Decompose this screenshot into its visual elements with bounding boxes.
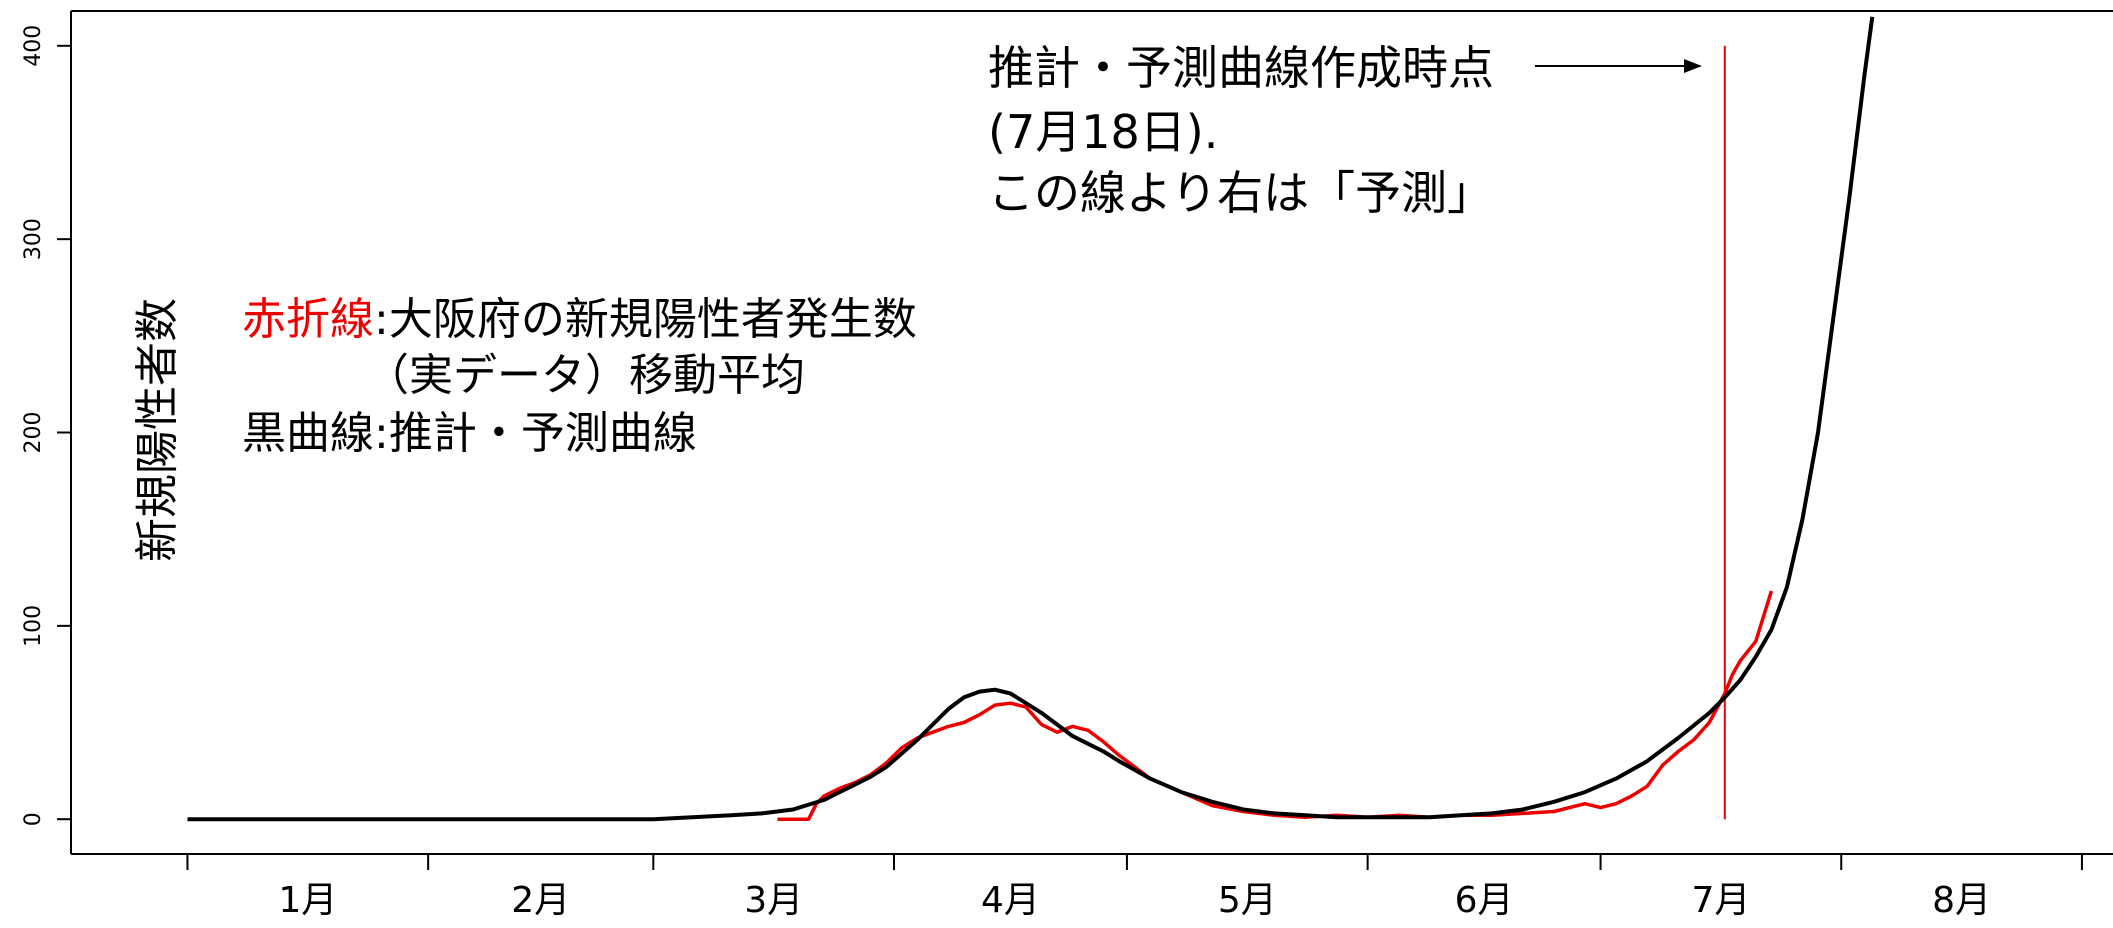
y-tick-label: 100 — [21, 605, 46, 647]
legend-red-key: 赤折線 — [242, 294, 374, 345]
x-axis-ticks: 1月 2月 3月 4月 5月 6月 7月 8月 — [186, 854, 2083, 921]
legend-red-desc: :大阪府の新規陽性者発生数 — [374, 294, 917, 345]
x-tick-label: 4月 — [981, 880, 1040, 921]
y-tick-label: 0 — [21, 812, 46, 826]
y-axis-label: 新規陽性者数 — [132, 298, 183, 562]
legend: 赤折線:大阪府の新規陽性者発生数 （実データ）移動平均 黒曲線:推計・予測曲線 — [242, 294, 917, 459]
legend-line3: 黒曲線:推計・予測曲線 — [242, 408, 697, 459]
legend-line1: 赤折線:大阪府の新規陽性者発生数 — [242, 294, 917, 345]
prediction-annotation: 推計・予測曲線作成時点 (7月18日). この線より右は「予測」 — [988, 41, 1702, 220]
series-line-fitted-black — [187, 16, 1875, 822]
series-layer — [187, 16, 1875, 822]
y-tick-label: 200 — [21, 412, 46, 454]
y-axis-ticks: 0 100 200 300 400 — [21, 25, 71, 826]
y-tick-label: 400 — [21, 25, 46, 67]
annotation-line3: この線より右は「予測」 — [988, 166, 1493, 220]
legend-line2: （実データ）移動平均 — [365, 350, 805, 401]
x-tick-label: 3月 — [744, 880, 803, 921]
y-tick-label: 300 — [21, 218, 46, 260]
x-tick-label: 7月 — [1691, 880, 1750, 921]
x-tick-label: 5月 — [1218, 880, 1277, 921]
annotation-arrowhead — [1684, 59, 1702, 73]
series-line-actual-red — [777, 590, 1774, 821]
annotation-line2: (7月18日). — [988, 105, 1218, 159]
x-tick-label: 1月 — [278, 880, 337, 921]
x-tick-label: 6月 — [1455, 880, 1514, 921]
x-tick-label: 8月 — [1932, 880, 1991, 921]
annotation-line1: 推計・予測曲線作成時点 — [988, 41, 1494, 95]
x-tick-label: 2月 — [511, 880, 570, 921]
